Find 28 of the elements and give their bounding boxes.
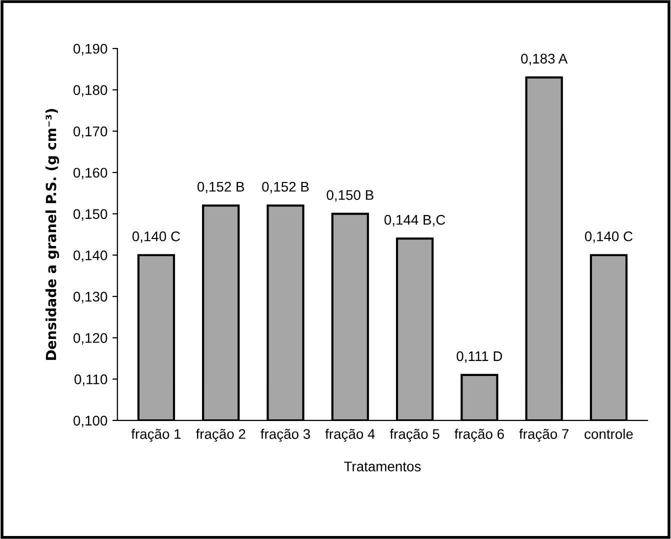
x-axis-title: Tratamentos xyxy=(344,462,421,472)
y-tick-label: 0,190 xyxy=(73,44,108,56)
data-label: 0,140 C xyxy=(584,231,633,243)
y-tick-label: 0,120 xyxy=(73,333,108,345)
data-label: 0,144 B,C xyxy=(384,214,446,226)
x-tick-label: fração 2 xyxy=(196,428,246,442)
y-tick-label: 0,150 xyxy=(73,209,108,221)
y-tick-label: 0,140 xyxy=(73,250,108,262)
x-tick-label: fração 5 xyxy=(390,428,440,442)
data-label: 0,140 C xyxy=(132,231,180,243)
x-tick-label: controle xyxy=(584,428,633,439)
y-tick-label: 0,100 xyxy=(73,416,108,428)
y-tick-label: 0,110 xyxy=(74,374,108,386)
data-label: 0,152 B xyxy=(197,182,244,194)
y-tick-label: 0,160 xyxy=(73,168,108,180)
x-tick-label: fração 3 xyxy=(260,428,310,442)
y-tick-label: 0,130 xyxy=(73,292,108,304)
x-tick-label: fração 1 xyxy=(131,428,181,442)
x-tick-label: fração 6 xyxy=(454,428,504,442)
y-axis-title: Densidade a granel P.S. (g cm⁻³) xyxy=(46,109,60,360)
x-tick-label: fração 4 xyxy=(325,428,375,442)
data-label: 0,150 B xyxy=(326,190,374,202)
data-label: 0,152 B xyxy=(262,182,309,194)
data-label: 0,183 A xyxy=(521,54,568,66)
data-label: 0,111 D xyxy=(456,351,502,363)
x-tick-label: fração 7 xyxy=(519,428,568,442)
y-tick-label: 0,170 xyxy=(73,126,108,138)
y-tick-label: 0,180 xyxy=(73,85,108,97)
